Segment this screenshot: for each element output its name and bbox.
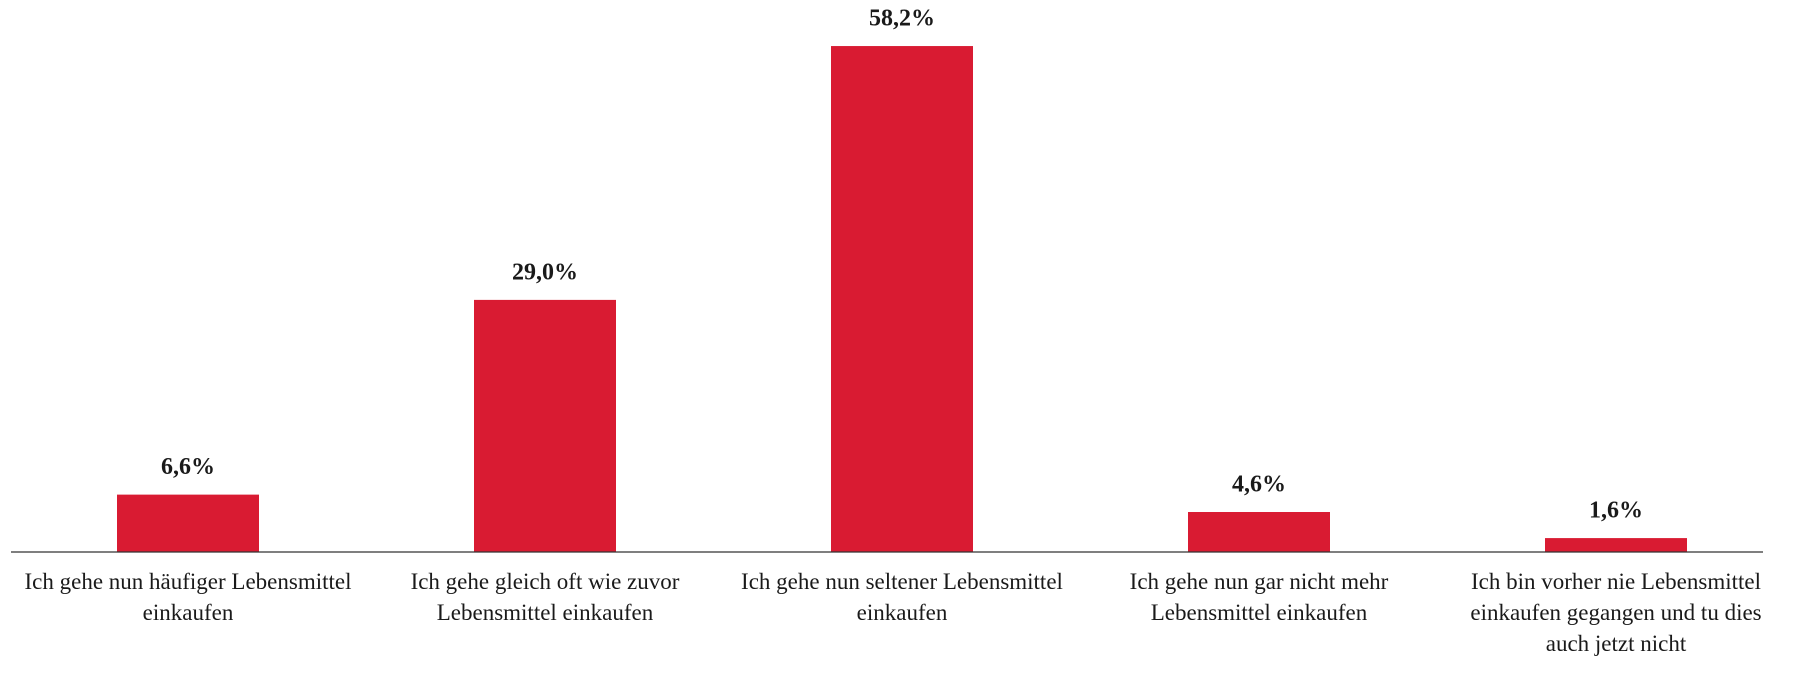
bar [117,494,259,552]
label-line: einkaufen [857,600,948,625]
bar [1188,512,1330,552]
label-line: Ich gehe nun gar nicht mehr [1130,569,1389,594]
value-label: 6,6% [161,454,215,480]
bar [1545,538,1687,552]
x-tick-label: Ich bin vorher nie Lebensmittel einkaufen… [1470,569,1761,656]
bar [831,46,973,552]
x-tick-label: Ich gehe nun häufiger Lebensmittel einkau… [25,569,352,625]
label-line: auch jetzt nicht [1546,631,1687,656]
value-label: 58,2% [869,6,935,32]
value-label: 29,0% [512,259,578,285]
label-line: Ich gehe gleich oft wie zuvor [411,569,680,594]
label-line: Lebensmittel einkaufen [1151,600,1368,625]
x-tick-label: Ich gehe nun seltener Lebensmittel einkau… [741,569,1063,625]
label-line: einkaufen [143,600,234,625]
label-line: Lebensmittel einkaufen [437,600,654,625]
label-line: einkaufen gegangen und tu dies [1470,600,1761,625]
label-line: Ich gehe nun häufiger Lebensmittel [25,569,352,594]
value-label: 1,6% [1589,498,1643,524]
value-label: 4,6% [1232,472,1286,498]
x-tick-label: Ich gehe gleich oft wie zuvor Lebensmitte… [411,569,680,625]
label-line: Ich gehe nun seltener Lebensmittel [741,569,1063,594]
label-line: Ich bin vorher nie Lebensmittel [1471,569,1761,594]
bar [474,299,616,552]
x-tick-label: Ich gehe nun gar nicht mehr Lebensmittel … [1130,569,1389,625]
